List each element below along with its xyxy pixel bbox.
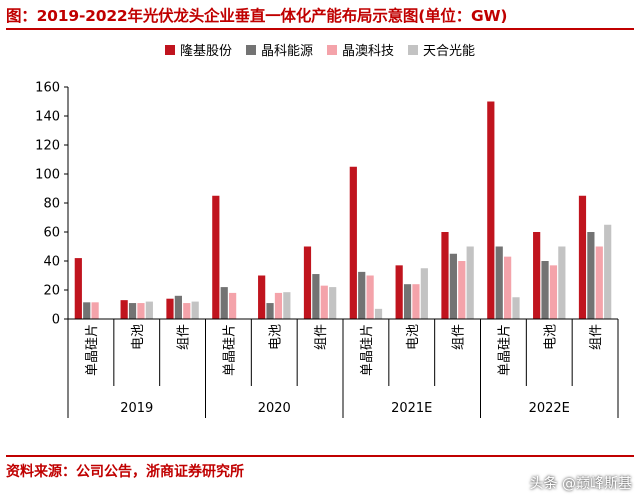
- bar-4-5: [283, 292, 291, 319]
- bar-2-8: [403, 284, 412, 319]
- bar-2-12: [587, 232, 595, 319]
- bar-2-2: [128, 303, 137, 319]
- bar-1-9: [441, 232, 449, 319]
- bar-1-1: [74, 258, 82, 319]
- bar-3-11: [549, 265, 558, 319]
- bar-1-2: [120, 300, 128, 319]
- bar-4-8: [420, 268, 428, 319]
- legend-item-ja-solar: 晶澳科技: [327, 40, 394, 59]
- y-tick-label: 140: [35, 110, 60, 125]
- x-category-label: 组件: [177, 324, 192, 350]
- bar-1-3: [166, 298, 174, 319]
- bar-3-1: [91, 302, 99, 319]
- x-category-label: 电池: [268, 324, 283, 350]
- legend-label: 天合光能: [423, 44, 476, 59]
- bar-2-3: [174, 295, 182, 319]
- chart-title: 图：2019-2022年光伏龙头企业垂直一体化产能布局示意图(单位：GW): [6, 7, 508, 25]
- bar-chart: 0 20 40 60 80 100 120 140 160 单晶硅片 电池 组件 单晶硅片 电池 组件 单晶硅…: [35, 81, 619, 418]
- bar-1-7: [349, 166, 357, 319]
- bar-2-11: [541, 261, 549, 319]
- x-category-label: 组件: [589, 324, 604, 350]
- bar-3-8: [412, 284, 420, 319]
- bar-3-12: [595, 246, 603, 319]
- bar-2-6: [312, 274, 320, 319]
- bar-3-3: [183, 303, 191, 319]
- bar-2-10: [495, 246, 503, 319]
- legend-label: 隆基股份: [179, 44, 232, 59]
- chart-legend: 隆基股份 晶科能源 晶澳科技 天合光能: [0, 40, 640, 59]
- x-category-label: 组件: [314, 324, 329, 350]
- y-tick-label: 20: [43, 284, 60, 299]
- x-category-label: 电池: [543, 324, 558, 350]
- watermark-text: 头条 @巅峰斯基: [529, 476, 632, 492]
- legend-item-trina: 天合光能: [408, 40, 475, 59]
- bar-2-1: [83, 302, 91, 319]
- bar-3-10: [504, 256, 512, 319]
- legend-item-jinko: 晶科能源: [245, 40, 313, 59]
- y-tick-label: 160: [35, 81, 60, 96]
- bar-1-5: [258, 275, 266, 319]
- bar-4-10: [512, 297, 520, 319]
- bar-4-2: [145, 301, 153, 319]
- y-tick-label: 80: [43, 197, 60, 212]
- bar-2-7: [358, 271, 366, 320]
- bar-2-5: [266, 303, 274, 319]
- bar-3-4: [229, 292, 237, 319]
- bar-1-11: [533, 232, 541, 319]
- bar-3-7: [366, 275, 374, 319]
- bar-3-6: [320, 285, 328, 319]
- x-category-label: 电池: [406, 324, 421, 350]
- bar-3-9: [458, 261, 466, 319]
- legend-swatch: [408, 44, 419, 55]
- x-group-label: 2021E: [391, 401, 432, 416]
- bar-1-4: [212, 195, 220, 319]
- legend-swatch: [245, 44, 256, 55]
- bar-1-6: [303, 246, 312, 319]
- bar-1-10: [487, 101, 495, 319]
- bar-4-3: [191, 301, 199, 319]
- x-group-label: 2020: [258, 401, 291, 416]
- legend-item-longi: 隆基股份: [164, 40, 232, 59]
- x-category-label: 单晶硅片: [222, 324, 237, 376]
- legend-swatch: [327, 44, 337, 55]
- bar-4-12: [604, 224, 612, 319]
- y-tick-label: 100: [35, 168, 60, 183]
- bar-2-9: [449, 253, 457, 319]
- x-category-label: 组件: [452, 324, 467, 350]
- x-category-label: 单晶硅片: [360, 324, 375, 376]
- source-note: 资料来源：公司公告，浙商证券研究所: [6, 464, 244, 480]
- bar-3-2: [137, 303, 145, 319]
- bar-4-7: [374, 308, 383, 319]
- x-category-label: 电池: [131, 324, 146, 350]
- y-tick-label: 120: [35, 139, 60, 154]
- bar-4-9: [466, 246, 474, 319]
- y-tick-label: 60: [43, 226, 60, 241]
- bar-4-11: [558, 246, 566, 319]
- x-group-label: 2022E: [529, 401, 570, 416]
- bar-1-12: [578, 195, 587, 319]
- y-tick-label: 0: [52, 313, 60, 328]
- bar-2-4: [220, 287, 228, 319]
- legend-swatch: [164, 44, 175, 55]
- bar-1-8: [395, 265, 403, 319]
- source-divider: [6, 455, 634, 457]
- bar-3-5: [274, 292, 283, 319]
- legend-label: 晶澳科技: [342, 44, 395, 59]
- x-group-label: 2019: [120, 401, 153, 416]
- title-divider: [6, 28, 634, 30]
- bar-4-6: [329, 287, 337, 319]
- legend-label: 晶科能源: [260, 44, 313, 59]
- y-tick-label: 40: [43, 255, 60, 270]
- x-category-label: 单晶硅片: [497, 324, 512, 376]
- x-category-label: 单晶硅片: [85, 324, 100, 376]
